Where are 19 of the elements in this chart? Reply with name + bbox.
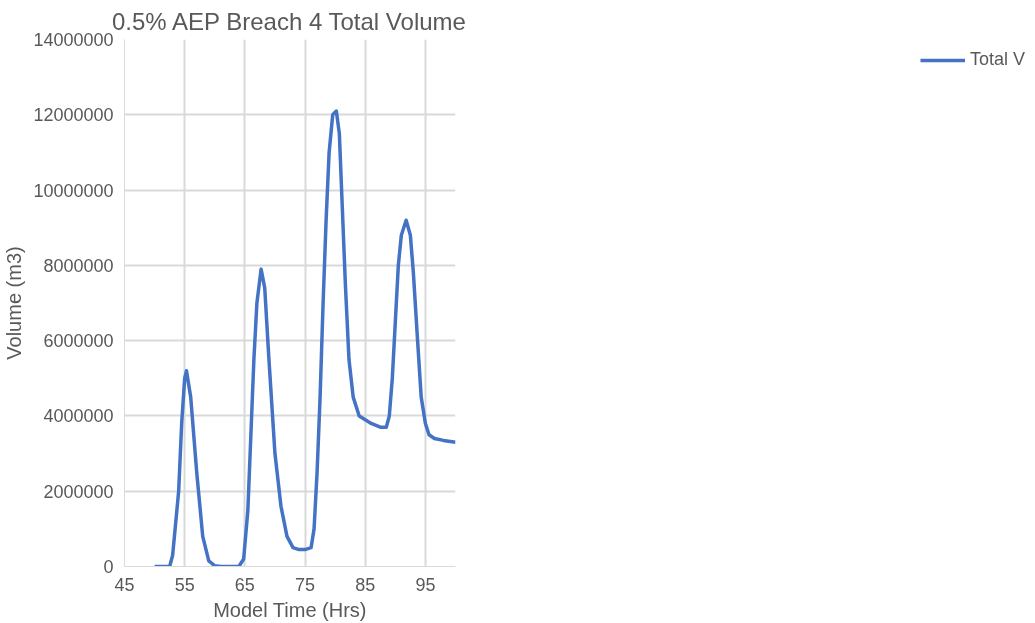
- y-tick-label: 8000000: [43, 255, 114, 276]
- x-tick-label: 95: [415, 574, 436, 595]
- y-tick-label: 12000000: [33, 105, 114, 126]
- y-tick-label: 6000000: [43, 331, 114, 352]
- y-tick-label: 2000000: [43, 481, 114, 502]
- legend-label: Total V: [969, 49, 1025, 70]
- y-tick-label: 0: [103, 557, 114, 577]
- y-tick-label: 4000000: [43, 406, 114, 427]
- x-axis-title: Model Time (Hrs): [213, 598, 367, 621]
- x-tick-label: 75: [295, 574, 316, 595]
- chart-title: 0.5% AEP Breach 4 Total Volume: [111, 7, 466, 35]
- x-tick-label: 55: [174, 574, 195, 595]
- x-tick-label: 85: [355, 574, 376, 595]
- y-tick-label: 14000000: [33, 30, 114, 50]
- line-series: [152, 109, 456, 567]
- y-tick-label: 10000000: [33, 180, 114, 201]
- x-tick-label: 65: [234, 574, 255, 595]
- y-axis-title: Volume (m3): [3, 246, 26, 360]
- x-tick-label: 45: [114, 574, 135, 595]
